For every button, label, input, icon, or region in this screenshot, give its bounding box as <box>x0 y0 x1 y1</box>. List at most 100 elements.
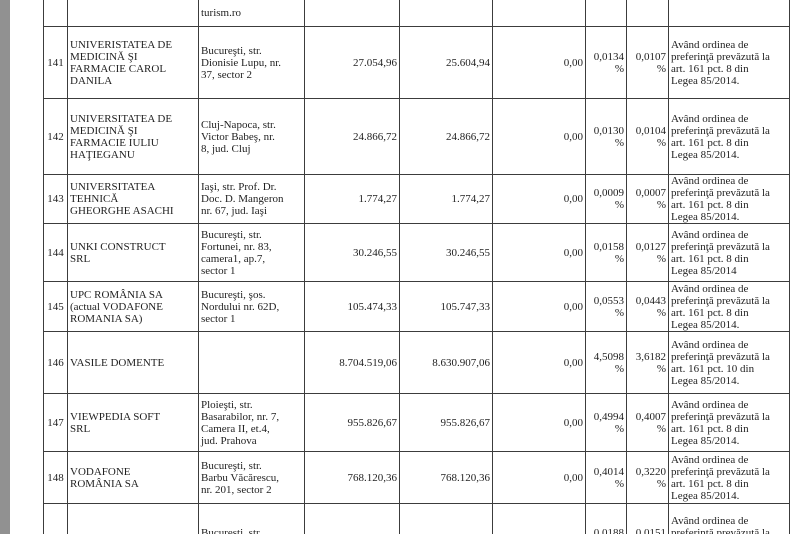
creditor-name-cell: WHITE BOX <box>67 503 199 534</box>
row-number-cell: 147 <box>43 393 68 452</box>
table-row-partial-top: turism.ro <box>43 0 790 27</box>
row-number-cell: 142 <box>43 98 68 175</box>
row-number-cell: 143 <box>43 174 68 224</box>
preference-note-cell <box>668 0 790 27</box>
creditors-table: turism.ro 141 UNIVERISTATEA DE MEDICINĂ … <box>43 0 790 534</box>
creditor-name-cell: UNIVERSITATEA DE MEDICINĂ ŞI FARMACIE IU… <box>67 98 199 175</box>
pct-accepted-cell: 0,0104 % <box>626 98 669 175</box>
pct-claimed-cell: 0,4994 % <box>585 393 627 452</box>
third-amount-cell: 0,00 <box>492 393 586 452</box>
preference-note-cell: Având ordinea de preferinţă prevăzută la… <box>668 451 790 504</box>
creditor-name-cell: UNKI CONSTRUCT SRL <box>67 223 199 282</box>
row-number-cell: 146 <box>43 331 68 394</box>
row-number-cell: 144 <box>43 223 68 282</box>
accepted-amount-cell: 955.826,67 <box>399 393 493 452</box>
preference-note-cell: Având ordinea de preferinţă prevăzută la… <box>668 26 790 99</box>
table-row: 142 UNIVERSITATEA DE MEDICINĂ ŞI FARMACI… <box>43 98 790 175</box>
address-cell: Iaşi, str. Prof. Dr. Doc. D. Mangeron nr… <box>198 174 305 224</box>
claimed-amount-cell: 36.050,62 <box>304 503 400 534</box>
third-amount-cell: 0,00 <box>492 331 586 394</box>
table-row: 148 VODAFONE ROMÂNIA SA Bucureşti, str. … <box>43 451 790 504</box>
address-cell: Ploieşti, str. Basarabilor, nr. 7, Camer… <box>198 393 305 452</box>
accepted-amount-cell: 36.050,62 <box>399 503 493 534</box>
creditor-name-cell: UPC ROMÂNIA SA (actual VODAFONE ROMANIA … <box>67 281 199 332</box>
pct-claimed-cell <box>585 0 627 27</box>
creditor-name-cell: UNIVERSITATEA TEHNICĂ GHEORGHE ASACHI <box>67 174 199 224</box>
pct-claimed-cell: 0,4014 % <box>585 451 627 504</box>
pct-accepted-cell: 0,0107 % <box>626 26 669 99</box>
third-amount-cell: 0,00 <box>492 451 586 504</box>
row-number-cell: 148 <box>43 451 68 504</box>
table-row: 145 UPC ROMÂNIA SA (actual VODAFONE ROMA… <box>43 281 790 332</box>
address-cell: turism.ro <box>198 0 305 27</box>
claimed-amount-cell: 27.054,96 <box>304 26 400 99</box>
claimed-amount-cell: 24.866,72 <box>304 98 400 175</box>
row-number-cell: 149 <box>43 503 68 534</box>
row-number-cell: 141 <box>43 26 68 99</box>
address-cell: Bucureşti, str. Fortunei, nr. 83, camera… <box>198 223 305 282</box>
claimed-amount-cell: 8.704.519,06 <box>304 331 400 394</box>
claimed-amount-cell: 105.474,33 <box>304 281 400 332</box>
third-amount-cell: 0,00 <box>492 98 586 175</box>
third-amount-cell: 0,00 <box>492 281 586 332</box>
pct-claimed-cell: 0,0188 % <box>585 503 627 534</box>
accepted-amount-cell: 105.747,33 <box>399 281 493 332</box>
preference-note-cell: Având ordinea de preferinţă prevăzută la… <box>668 98 790 175</box>
pct-accepted-cell: 0,0443 % <box>626 281 669 332</box>
creditor-name-cell: UNIVERISTATEA DE MEDICINĂ ŞI FARMACIE CA… <box>67 26 199 99</box>
table-row: 143 UNIVERSITATEA TEHNICĂ GHEORGHE ASACH… <box>43 174 790 224</box>
table-row: 144 UNKI CONSTRUCT SRL Bucureşti, str. F… <box>43 223 790 282</box>
preference-note-cell: Având ordinea de preferinţă prevăzută la… <box>668 393 790 452</box>
address-cell: Bucureşti, str. Fortunei, nr. 83, <box>198 503 305 534</box>
address-cell <box>198 331 305 394</box>
accepted-amount-cell: 24.866,72 <box>399 98 493 175</box>
third-amount-cell: 0,00 <box>492 503 586 534</box>
pct-accepted-cell: 0,4007 % <box>626 393 669 452</box>
accepted-amount-cell: 8.630.907,06 <box>399 331 493 394</box>
preference-note-cell: Având ordinea de preferinţă prevăzută la… <box>668 174 790 224</box>
accepted-amount-cell: 768.120,36 <box>399 451 493 504</box>
creditor-name-cell: VIEWPEDIA SOFT SRL <box>67 393 199 452</box>
claimed-amount-cell <box>304 0 400 27</box>
creditor-name-cell: VASILE DOMENTE <box>67 331 199 394</box>
preference-note-cell: Având ordinea de preferinţă prevăzută la… <box>668 281 790 332</box>
address-cell: Bucureşti, şos. Nordului nr. 62D, sector… <box>198 281 305 332</box>
accepted-amount-cell <box>399 0 493 27</box>
pct-claimed-cell: 0,0009 % <box>585 174 627 224</box>
address-cell: Cluj-Napoca, str. Victor Babeş, nr. 8, j… <box>198 98 305 175</box>
third-amount-cell: 0,00 <box>492 223 586 282</box>
claimed-amount-cell: 1.774,27 <box>304 174 400 224</box>
pct-claimed-cell: 0,0158 % <box>585 223 627 282</box>
third-amount-cell <box>492 0 586 27</box>
creditor-name-cell: VODAFONE ROMÂNIA SA <box>67 451 199 504</box>
table-row: 147 VIEWPEDIA SOFT SRL Ploieşti, str. Ba… <box>43 393 790 452</box>
claimed-amount-cell: 768.120,36 <box>304 451 400 504</box>
pct-accepted-cell: 0,0127 % <box>626 223 669 282</box>
third-amount-cell: 0,00 <box>492 26 586 99</box>
preference-note-cell: Având ordinea de preferinţă prevăzută la… <box>668 503 790 534</box>
document-page: turism.ro 141 UNIVERISTATEA DE MEDICINĂ … <box>10 0 800 534</box>
pct-accepted-cell: 0,0007 % <box>626 174 669 224</box>
pct-accepted-cell: 0,0151 % <box>626 503 669 534</box>
claimed-amount-cell: 30.246,55 <box>304 223 400 282</box>
preference-note-cell: Având ordinea de preferinţă prevăzută la… <box>668 331 790 394</box>
row-number-cell: 145 <box>43 281 68 332</box>
accepted-amount-cell: 25.604,94 <box>399 26 493 99</box>
pct-claimed-cell: 4,5098 % <box>585 331 627 394</box>
claimed-amount-cell: 955.826,67 <box>304 393 400 452</box>
accepted-amount-cell: 30.246,55 <box>399 223 493 282</box>
table-row: 149 WHITE BOX Bucureşti, str. Fortunei, … <box>43 503 790 534</box>
address-cell: Bucureşti, str. Barbu Văcărescu, nr. 201… <box>198 451 305 504</box>
table-row: 146 VASILE DOMENTE 8.704.519,06 8.630.90… <box>43 331 790 394</box>
address-cell: Bucureşti, str. Dionisie Lupu, nr. 37, s… <box>198 26 305 99</box>
pct-claimed-cell: 0,0553 % <box>585 281 627 332</box>
row-number-cell <box>43 0 68 27</box>
pct-accepted-cell: 3,6182 % <box>626 331 669 394</box>
viewer-left-margin <box>0 0 10 534</box>
third-amount-cell: 0,00 <box>492 174 586 224</box>
pct-claimed-cell: 0,0134 % <box>585 26 627 99</box>
preference-note-cell: Având ordinea de preferinţă prevăzută la… <box>668 223 790 282</box>
pct-accepted-cell <box>626 0 669 27</box>
table-row: 141 UNIVERISTATEA DE MEDICINĂ ŞI FARMACI… <box>43 26 790 99</box>
pct-claimed-cell: 0,0130 % <box>585 98 627 175</box>
